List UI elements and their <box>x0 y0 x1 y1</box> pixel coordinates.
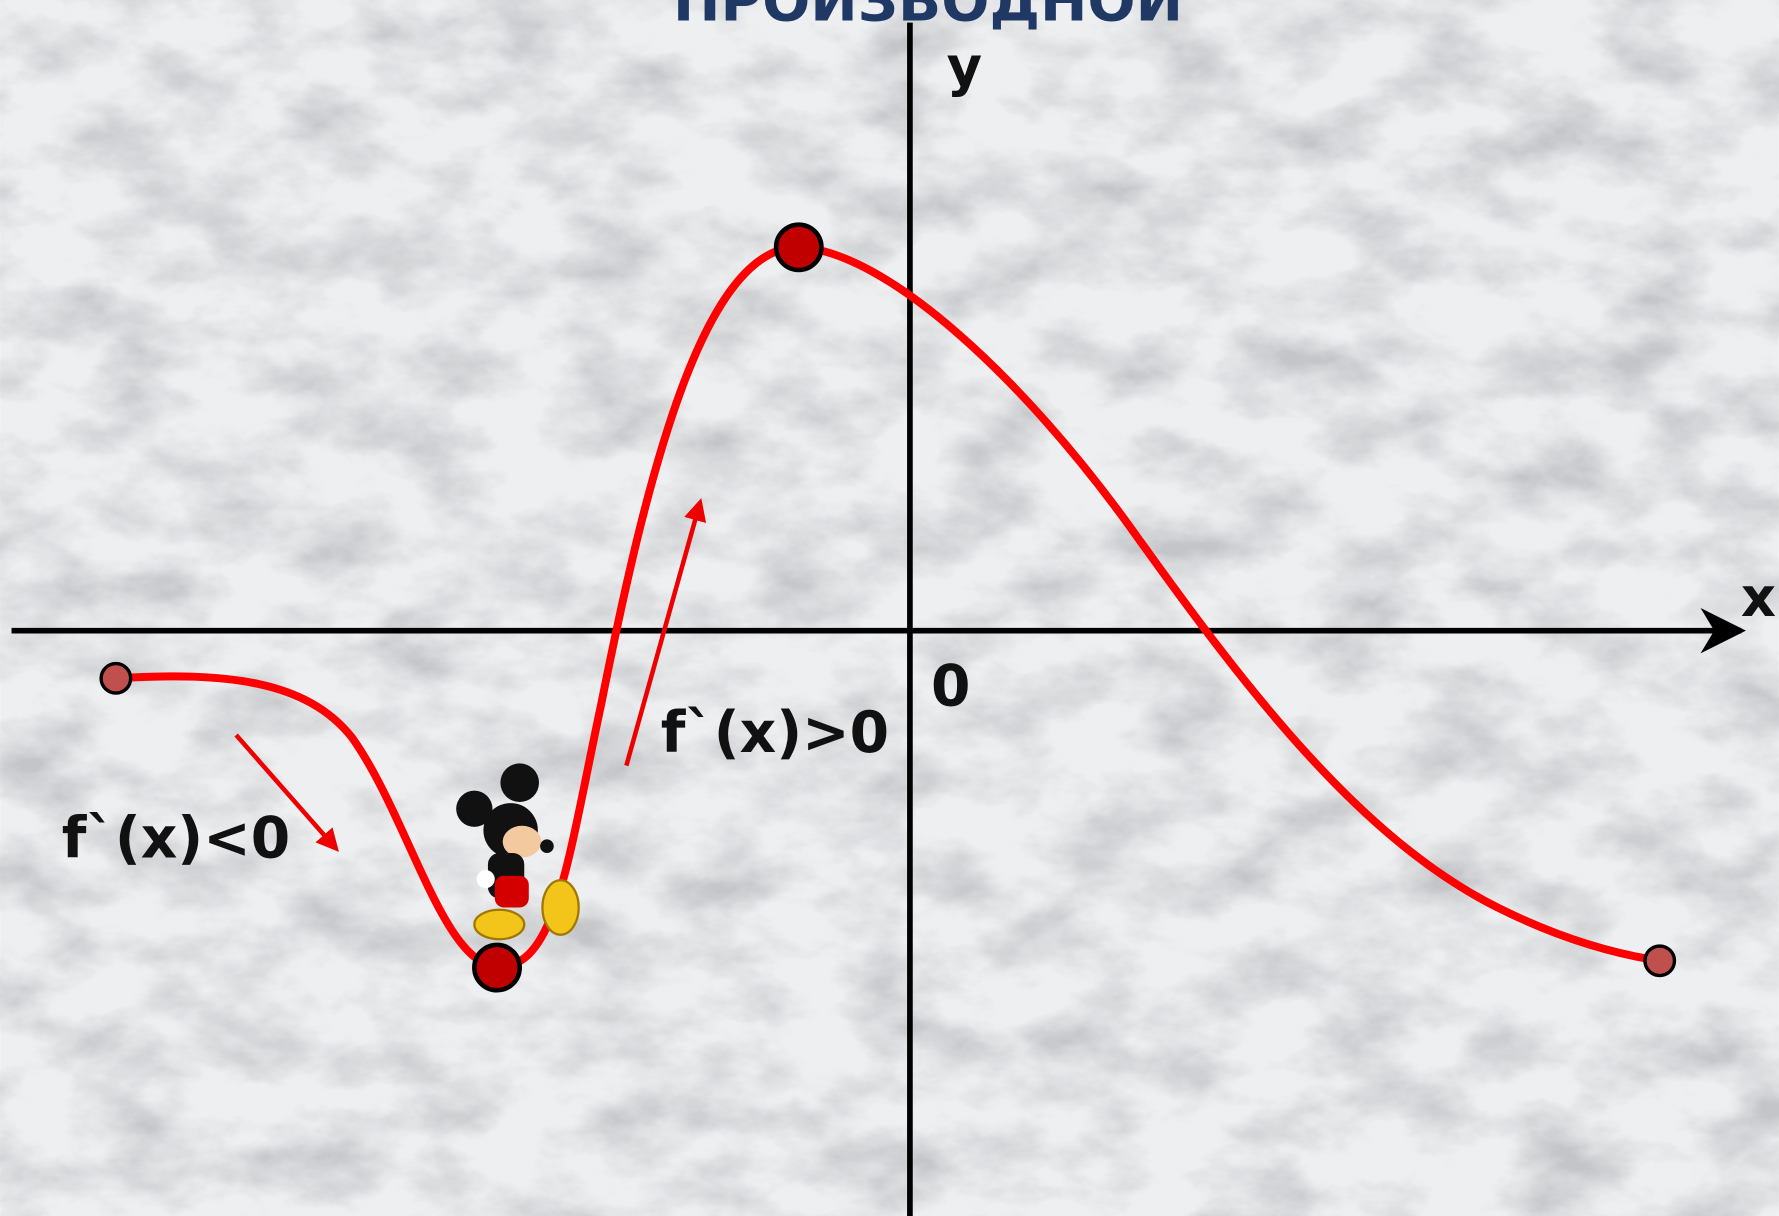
origin-label: 0 <box>931 654 970 720</box>
increasing-label: f`(x)>0 <box>661 700 889 766</box>
mouse-figure <box>456 763 580 941</box>
maximum-point <box>773 222 824 273</box>
y-axis-label: y <box>947 34 983 98</box>
title: ПРОИЗВОДНОЙ <box>673 0 1183 34</box>
endpoint <box>1643 944 1677 978</box>
decrease-arrow <box>234 733 339 852</box>
x-axis-label: x <box>1741 565 1776 629</box>
decreasing-label: f`(x)<0 <box>62 806 290 872</box>
minimum-point <box>472 942 522 993</box>
increase-arrow <box>624 498 707 767</box>
function-curve <box>115 243 1661 971</box>
endpoint <box>99 661 133 695</box>
